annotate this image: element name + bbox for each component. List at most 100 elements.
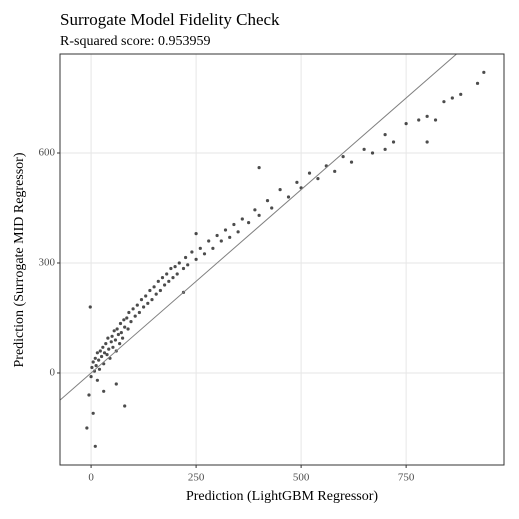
point [141,305,146,309]
point [171,276,175,280]
point [253,208,257,212]
y-tick-label: 300 [39,257,56,269]
point [370,151,375,155]
point [89,375,93,379]
point [215,233,219,238]
point [154,292,158,296]
point [99,354,104,359]
x-tick-label: 500 [293,472,310,484]
point [95,351,99,355]
point [265,199,270,203]
point [95,378,99,382]
point [87,393,91,397]
point [383,147,387,151]
point [417,118,421,122]
point [194,257,198,261]
point [139,298,144,302]
point [135,303,139,307]
point [295,180,299,184]
point [110,334,114,338]
point [404,122,408,126]
point [202,252,207,256]
point [349,160,354,164]
point [133,314,137,318]
point [114,382,118,386]
point [162,283,167,287]
point [97,358,101,362]
point [257,166,261,170]
point [129,320,133,324]
x-axis-label: Prediction (LightGBM Regressor) [186,489,378,504]
point [137,310,141,315]
point [425,140,429,144]
point [106,336,110,340]
point [175,272,179,276]
points [85,70,486,448]
point [442,100,446,104]
point [459,92,463,96]
point [101,345,105,349]
point [94,364,98,368]
point [107,347,111,351]
point [113,338,118,342]
point [219,239,223,243]
point [98,349,102,353]
point [97,367,102,371]
point [102,351,107,355]
point [119,331,123,335]
point [104,342,108,346]
point [207,239,211,243]
point [169,266,173,271]
chart-subtitle: R-squared score: 0.953959 [60,34,210,49]
point [333,169,337,173]
point [112,329,116,333]
point [232,222,236,227]
point [316,177,320,181]
point [247,221,251,225]
point [152,285,156,289]
point [123,404,127,408]
point [307,171,312,175]
point [177,261,181,265]
point [127,310,131,315]
point [158,288,162,293]
point [240,217,244,221]
point [91,360,95,364]
point [93,356,97,360]
point [475,81,480,85]
point [183,255,188,260]
point [383,133,387,137]
y-axis-label: Prediction (Surrogate MID Regressor) [12,152,27,367]
point [391,140,396,144]
point [93,444,97,448]
point [118,342,122,346]
point [190,250,194,254]
panel-border [59,53,505,466]
point [433,118,438,122]
point [116,332,120,337]
point [270,206,274,210]
point [482,70,486,74]
chart-title: Surrogate Model Fidelity Check [60,10,280,29]
point [341,155,345,159]
point [85,426,89,430]
point [228,235,232,239]
point [131,307,135,311]
point [160,276,165,280]
point [362,147,366,151]
point [211,246,215,250]
point [115,327,119,331]
point [88,305,92,309]
point [120,336,125,340]
point [257,213,261,217]
y-tick-label: 0 [50,367,56,379]
point [122,318,126,322]
point [194,232,198,236]
point [105,353,109,357]
point [102,389,106,393]
point [90,365,94,370]
point [126,327,130,331]
point [236,230,240,234]
point [150,298,154,302]
point [91,411,95,415]
